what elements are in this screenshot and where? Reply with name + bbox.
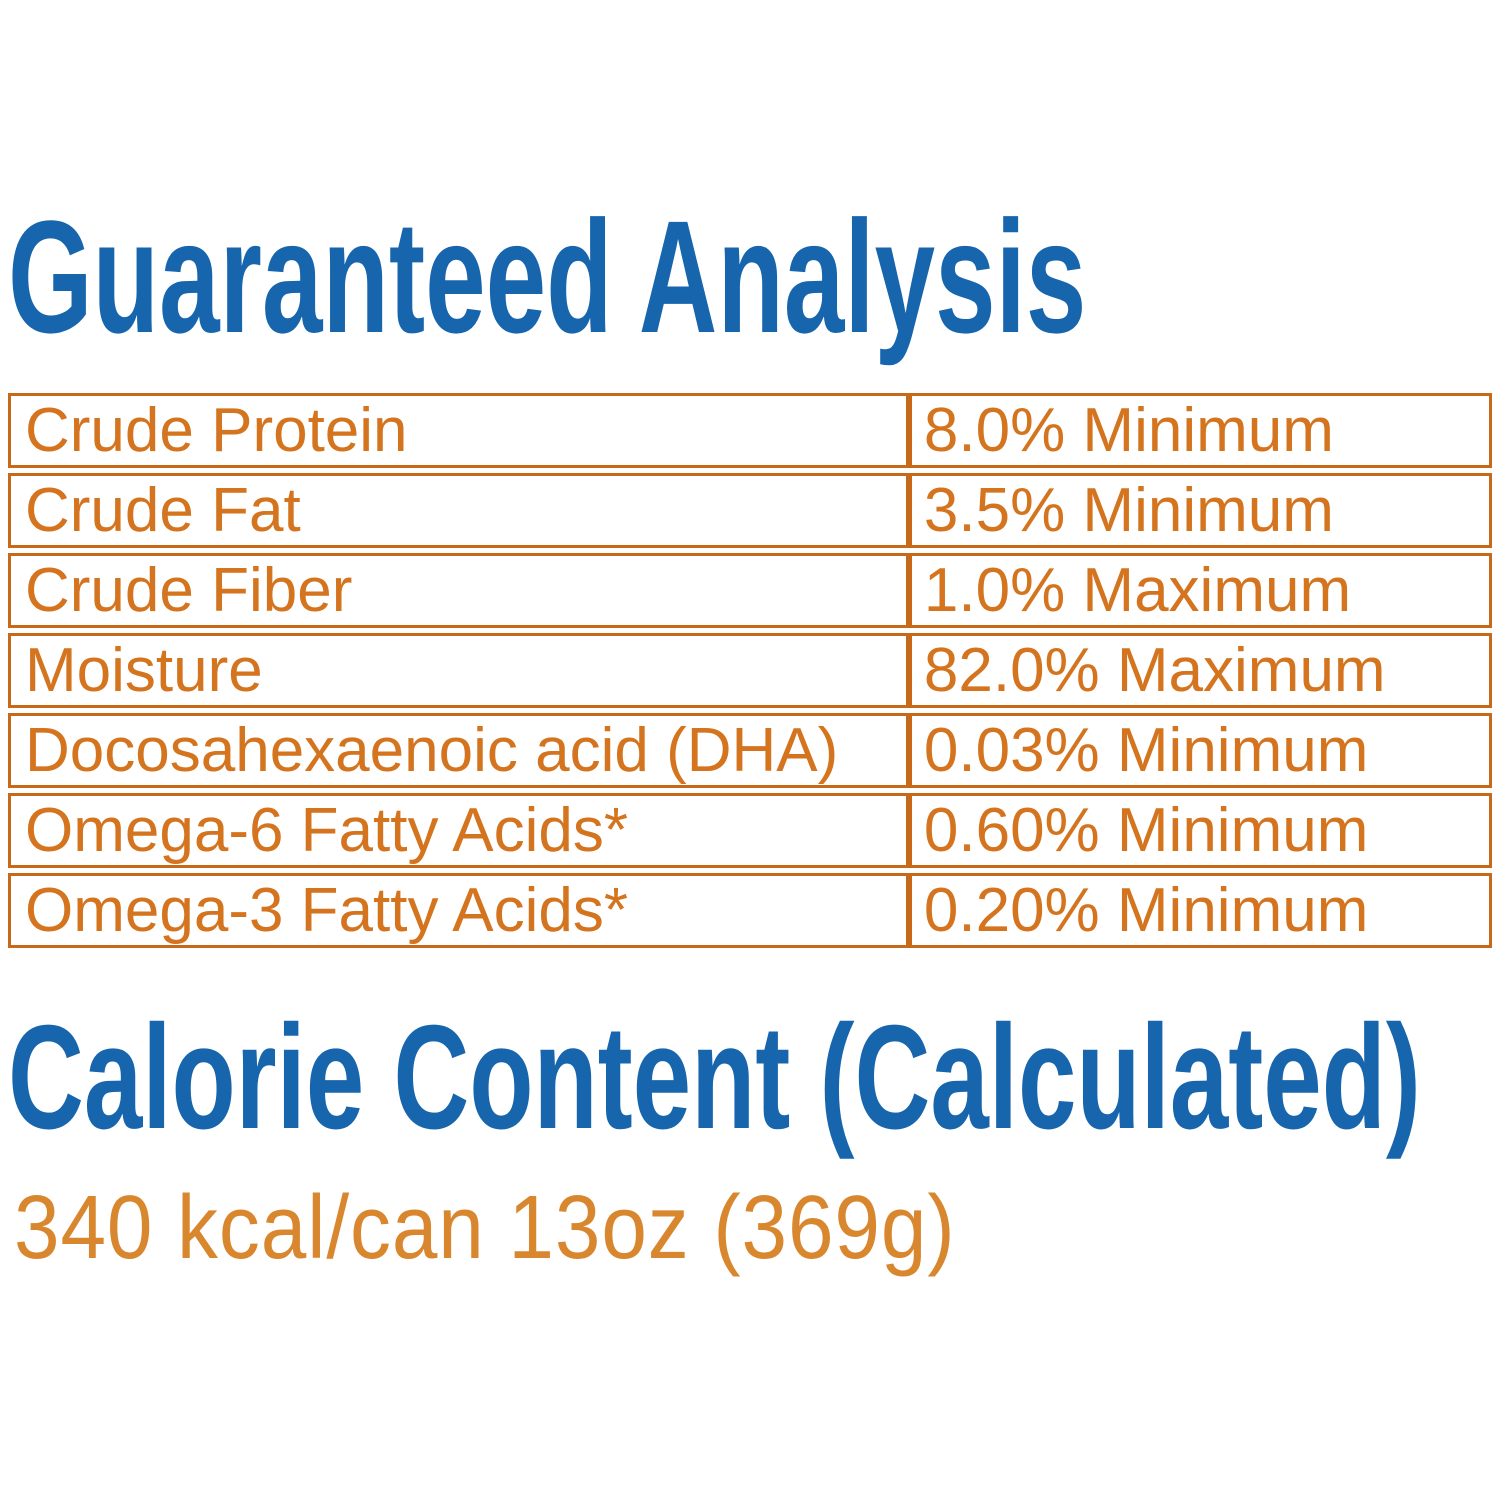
nutrient-cell: Crude Fiber xyxy=(8,553,909,628)
nutrient-cell: Omega-3 Fatty Acids* xyxy=(8,873,909,948)
table-row: Crude Fat 3.5% Minimum xyxy=(8,473,1492,548)
table-row: Docosahexaenoic acid (DHA) 0.03% Minimum xyxy=(8,713,1492,788)
value-cell: 8.0% Minimum xyxy=(908,393,1492,468)
nutrient-cell: Docosahexaenoic acid (DHA) xyxy=(8,713,909,788)
calorie-content-value: 340 kcal/can 13oz (369g) xyxy=(14,1178,956,1278)
nutrient-cell: Crude Protein xyxy=(8,393,909,468)
guaranteed-analysis-table: Crude Protein 8.0% Minimum Crude Fat 3.5… xyxy=(8,388,1492,953)
table-row: Omega-6 Fatty Acids* 0.60% Minimum xyxy=(8,793,1492,868)
calorie-content-title: Calorie Content (Calculated) xyxy=(8,995,1421,1160)
guaranteed-analysis-title: Guaranteed Analysis xyxy=(8,187,1087,366)
table-row: Crude Fiber 1.0% Maximum xyxy=(8,553,1492,628)
nutrient-cell: Crude Fat xyxy=(8,473,909,548)
value-cell: 82.0% Maximum xyxy=(908,633,1492,708)
value-cell: 0.03% Minimum xyxy=(908,713,1492,788)
table-row: Omega-3 Fatty Acids* 0.20% Minimum xyxy=(8,873,1492,948)
nutrient-cell: Omega-6 Fatty Acids* xyxy=(8,793,909,868)
table-row: Crude Protein 8.0% Minimum xyxy=(8,393,1492,468)
value-cell: 3.5% Minimum xyxy=(908,473,1492,548)
nutrient-cell: Moisture xyxy=(8,633,909,708)
value-cell: 1.0% Maximum xyxy=(908,553,1492,628)
value-cell: 0.60% Minimum xyxy=(908,793,1492,868)
guaranteed-analysis-table-body: Crude Protein 8.0% Minimum Crude Fat 3.5… xyxy=(8,393,1492,948)
table-row: Moisture 82.0% Maximum xyxy=(8,633,1492,708)
value-cell: 0.20% Minimum xyxy=(908,873,1492,948)
